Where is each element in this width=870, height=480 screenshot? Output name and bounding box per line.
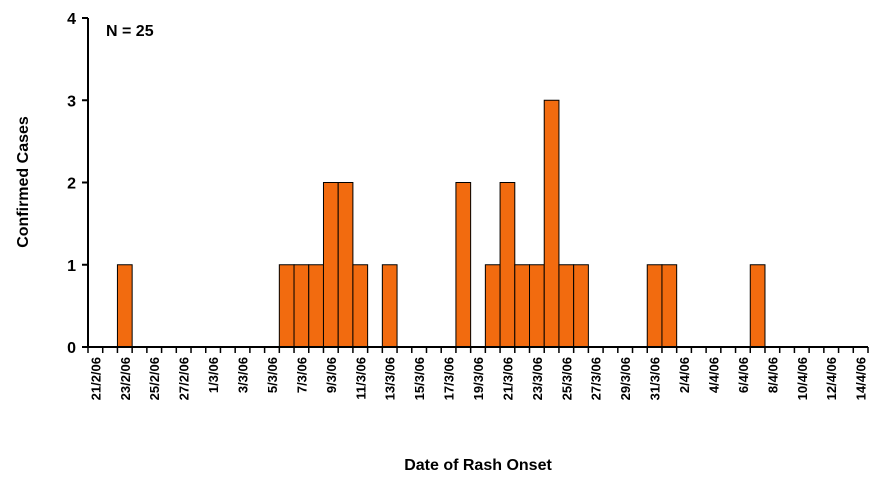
- x-tick-label: 17/3/06: [442, 357, 457, 400]
- y-tick-label: 2: [67, 176, 76, 193]
- bar: [337, 182, 354, 348]
- x-tick-label: 25/3/06: [559, 357, 574, 400]
- bar: [322, 182, 339, 348]
- y-tick-label: 1: [67, 258, 76, 275]
- x-tick-label: 6/4/06: [736, 357, 751, 393]
- x-tick-label: 15/3/06: [412, 357, 427, 400]
- bar: [573, 264, 589, 348]
- bar: [116, 264, 133, 348]
- x-tick-label: 13/3/06: [383, 357, 398, 400]
- bar: [514, 264, 531, 348]
- bar: [278, 264, 295, 348]
- x-tick-label: 2/4/06: [677, 357, 692, 393]
- x-tick-label: 5/3/06: [265, 357, 280, 393]
- x-tick-label: 23/3/06: [530, 357, 545, 400]
- y-tick-label: 3: [67, 93, 76, 110]
- x-axis-label: Date of Rash Onset: [404, 457, 552, 474]
- bar: [529, 264, 545, 348]
- bar: [308, 264, 324, 348]
- y-tick-label: 0: [67, 340, 76, 357]
- x-tick-label: 7/3/06: [294, 357, 309, 393]
- bar: [352, 264, 369, 348]
- x-tick-label: 23/2/06: [118, 357, 133, 400]
- x-tick-label: 8/4/06: [765, 357, 780, 393]
- x-tick-label: 25/2/06: [147, 357, 162, 400]
- bar: [381, 264, 398, 348]
- x-tick-label: 29/3/06: [618, 357, 633, 400]
- bar: [558, 264, 575, 348]
- x-tick-label: 3/3/06: [236, 357, 251, 393]
- x-tick-label: 21/2/06: [88, 357, 103, 400]
- bar: [484, 264, 501, 348]
- x-tick-label: 27/2/06: [177, 357, 192, 400]
- x-tick-label: 11/3/06: [353, 357, 368, 400]
- bar: [646, 264, 663, 348]
- x-tick-label: 27/3/06: [589, 357, 604, 400]
- annotation: N = 25: [106, 23, 154, 40]
- bar: [293, 264, 310, 348]
- x-tick-label: 19/3/06: [471, 357, 486, 400]
- x-tick-label: 31/3/06: [648, 357, 663, 400]
- bar: [543, 99, 560, 348]
- x-tick-label: 14/4/06: [854, 357, 869, 400]
- y-tick-label: 4: [67, 11, 76, 28]
- bar: [499, 182, 516, 348]
- x-tick-label: 21/3/06: [500, 357, 515, 400]
- bar: [661, 264, 678, 348]
- x-tick-label: 9/3/06: [324, 357, 339, 393]
- bar: [749, 264, 766, 348]
- x-tick-label: 4/4/06: [706, 357, 721, 393]
- x-tick-label: 10/4/06: [795, 357, 810, 400]
- x-tick-label: 1/3/06: [206, 357, 221, 393]
- x-tick-label: 12/4/06: [824, 357, 839, 400]
- bar: [455, 182, 472, 348]
- y-axis-label: Confirmed Cases: [15, 116, 32, 248]
